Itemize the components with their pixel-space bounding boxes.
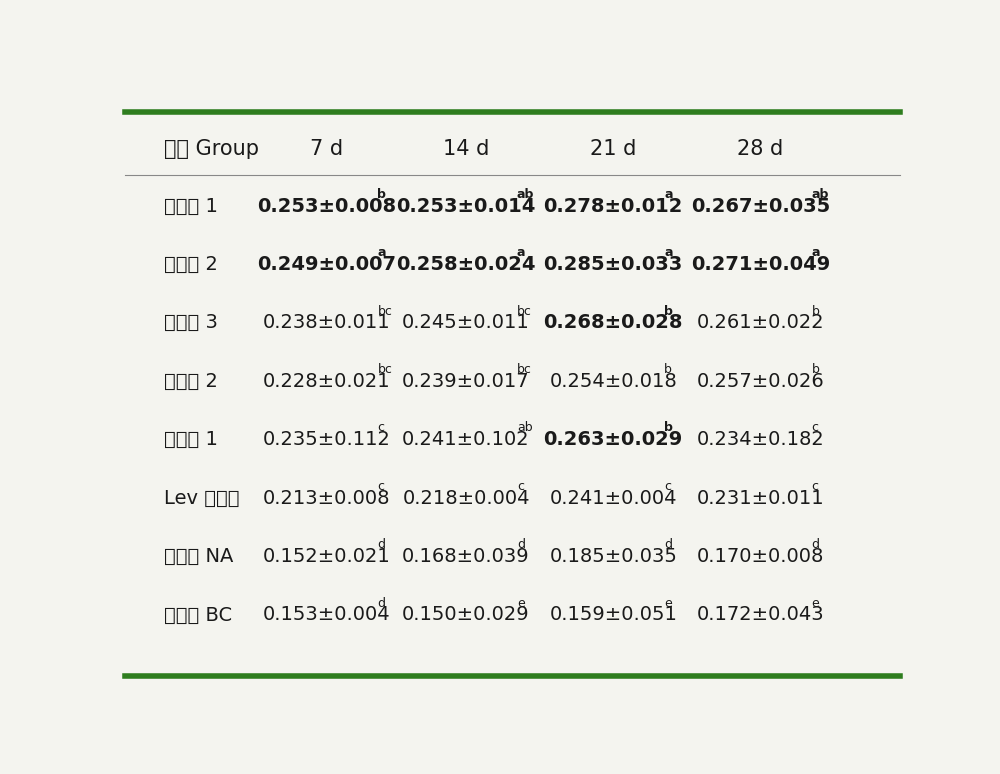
Text: 实验组 1: 实验组 1 — [164, 197, 218, 216]
Text: 0.153±0.004: 0.153±0.004 — [263, 605, 390, 625]
Text: 0.241±0.004: 0.241±0.004 — [550, 488, 677, 508]
Text: bc: bc — [377, 363, 392, 376]
Text: d: d — [664, 538, 672, 551]
Text: 0.185±0.035: 0.185±0.035 — [549, 547, 677, 566]
Text: 0.285±0.033: 0.285±0.033 — [544, 255, 683, 274]
Text: 0.263±0.029: 0.263±0.029 — [544, 430, 683, 449]
Text: b: b — [811, 363, 819, 376]
Text: ab: ab — [517, 421, 533, 434]
Text: 实验组 2: 实验组 2 — [164, 255, 218, 274]
Text: 0.235±0.112: 0.235±0.112 — [263, 430, 390, 449]
Text: b: b — [811, 304, 819, 317]
Text: bc: bc — [377, 304, 392, 317]
Text: 组别 Group: 组别 Group — [164, 139, 259, 159]
Text: 0.170±0.008: 0.170±0.008 — [697, 547, 824, 566]
Text: 0.159±0.051: 0.159±0.051 — [549, 605, 677, 625]
Text: 0.234±0.182: 0.234±0.182 — [697, 430, 824, 449]
Text: 0.257±0.026: 0.257±0.026 — [697, 372, 824, 391]
Text: 0.218±0.004: 0.218±0.004 — [402, 488, 530, 508]
Text: 14 d: 14 d — [443, 139, 489, 159]
Text: bc: bc — [517, 363, 532, 376]
Text: 对照组 2: 对照组 2 — [164, 372, 218, 391]
Text: b: b — [664, 421, 673, 434]
Text: a: a — [377, 246, 386, 259]
Text: a: a — [664, 246, 673, 259]
Text: b: b — [377, 188, 386, 200]
Text: d: d — [377, 538, 385, 551]
Text: 对照组 1: 对照组 1 — [164, 430, 218, 449]
Text: bc: bc — [517, 304, 532, 317]
Text: c: c — [811, 421, 818, 434]
Text: 0.168±0.039: 0.168±0.039 — [402, 547, 530, 566]
Text: 0.267±0.035: 0.267±0.035 — [691, 197, 830, 216]
Text: 0.150±0.029: 0.150±0.029 — [402, 605, 530, 625]
Text: b: b — [664, 363, 672, 376]
Text: 0.238±0.011: 0.238±0.011 — [263, 313, 390, 332]
Text: d: d — [811, 538, 819, 551]
Text: 0.152±0.021: 0.152±0.021 — [263, 547, 390, 566]
Text: b: b — [664, 304, 673, 317]
Text: 0.258±0.024: 0.258±0.024 — [396, 255, 536, 274]
Text: 0.254±0.018: 0.254±0.018 — [549, 372, 677, 391]
Text: e: e — [517, 597, 525, 610]
Text: 0.245±0.011: 0.245±0.011 — [402, 313, 530, 332]
Text: ab: ab — [517, 188, 534, 200]
Text: c: c — [517, 480, 524, 493]
Text: a: a — [811, 246, 820, 259]
Text: d: d — [377, 597, 385, 610]
Text: a: a — [517, 246, 525, 259]
Text: 0.239±0.017: 0.239±0.017 — [402, 372, 530, 391]
Text: 0.271±0.049: 0.271±0.049 — [691, 255, 830, 274]
Text: 0.278±0.012: 0.278±0.012 — [544, 197, 683, 216]
Text: 0.213±0.008: 0.213±0.008 — [263, 488, 390, 508]
Text: e: e — [811, 597, 819, 610]
Text: 0.253±0.008: 0.253±0.008 — [257, 197, 396, 216]
Text: c: c — [377, 421, 384, 434]
Text: Lev 对照组: Lev 对照组 — [164, 488, 239, 508]
Text: 对照组 BC: 对照组 BC — [164, 605, 232, 625]
Text: 0.261±0.022: 0.261±0.022 — [697, 313, 824, 332]
Text: 21 d: 21 d — [590, 139, 636, 159]
Text: 0.241±0.102: 0.241±0.102 — [402, 430, 530, 449]
Text: 0.268±0.028: 0.268±0.028 — [544, 313, 683, 332]
Text: 28 d: 28 d — [737, 139, 784, 159]
Text: c: c — [811, 480, 818, 493]
Text: 0.228±0.021: 0.228±0.021 — [263, 372, 390, 391]
Text: 0.249±0.007: 0.249±0.007 — [257, 255, 396, 274]
Text: a: a — [664, 188, 673, 200]
Text: 实验组 3: 实验组 3 — [164, 313, 218, 332]
Text: e: e — [664, 597, 672, 610]
Text: ab: ab — [811, 188, 829, 200]
Text: d: d — [517, 538, 525, 551]
Text: 0.172±0.043: 0.172±0.043 — [697, 605, 824, 625]
Text: 0.253±0.014: 0.253±0.014 — [396, 197, 536, 216]
Text: c: c — [377, 480, 384, 493]
Text: 7 d: 7 d — [310, 139, 343, 159]
Text: c: c — [664, 480, 671, 493]
Text: 对照组 NA: 对照组 NA — [164, 547, 233, 566]
Text: 0.231±0.011: 0.231±0.011 — [697, 488, 824, 508]
